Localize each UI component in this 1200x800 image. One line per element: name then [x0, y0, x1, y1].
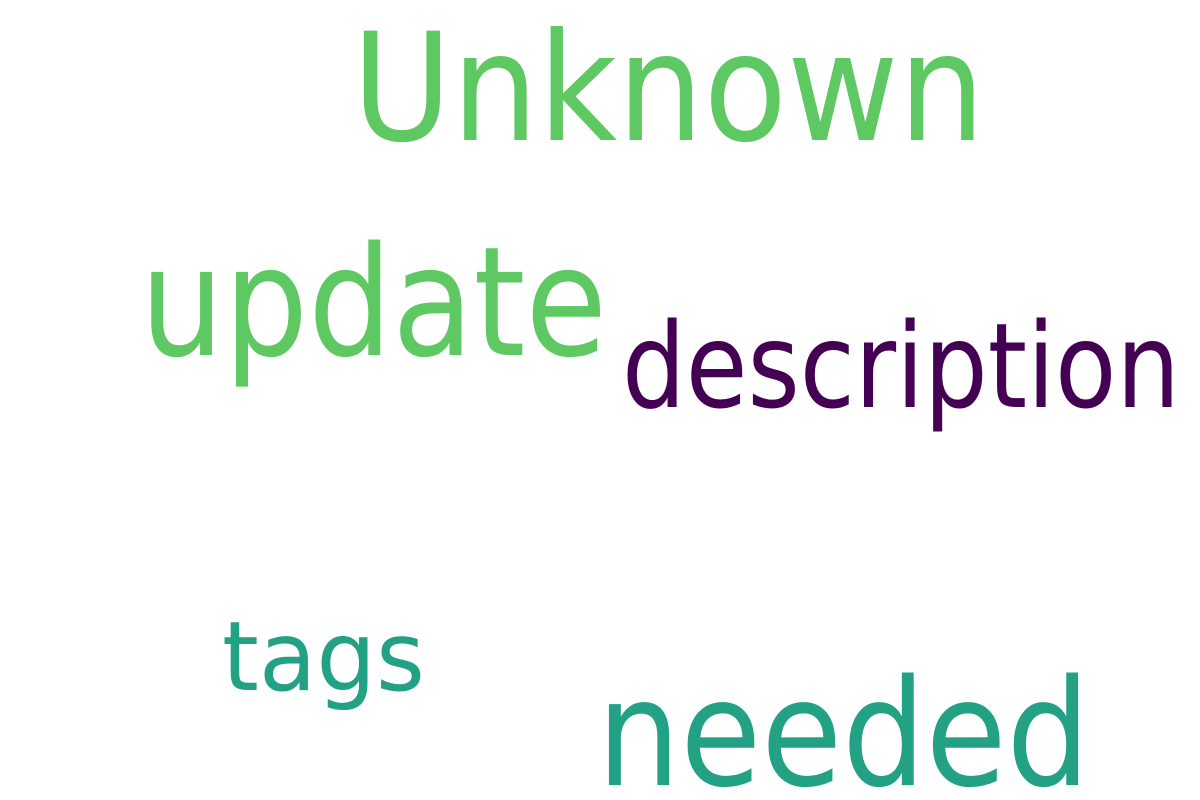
word: needed [597, 648, 1090, 800]
word: Unknown [352, 2, 985, 176]
word: description [622, 297, 1180, 435]
word: tags [222, 601, 425, 713]
word: update [140, 214, 607, 391]
